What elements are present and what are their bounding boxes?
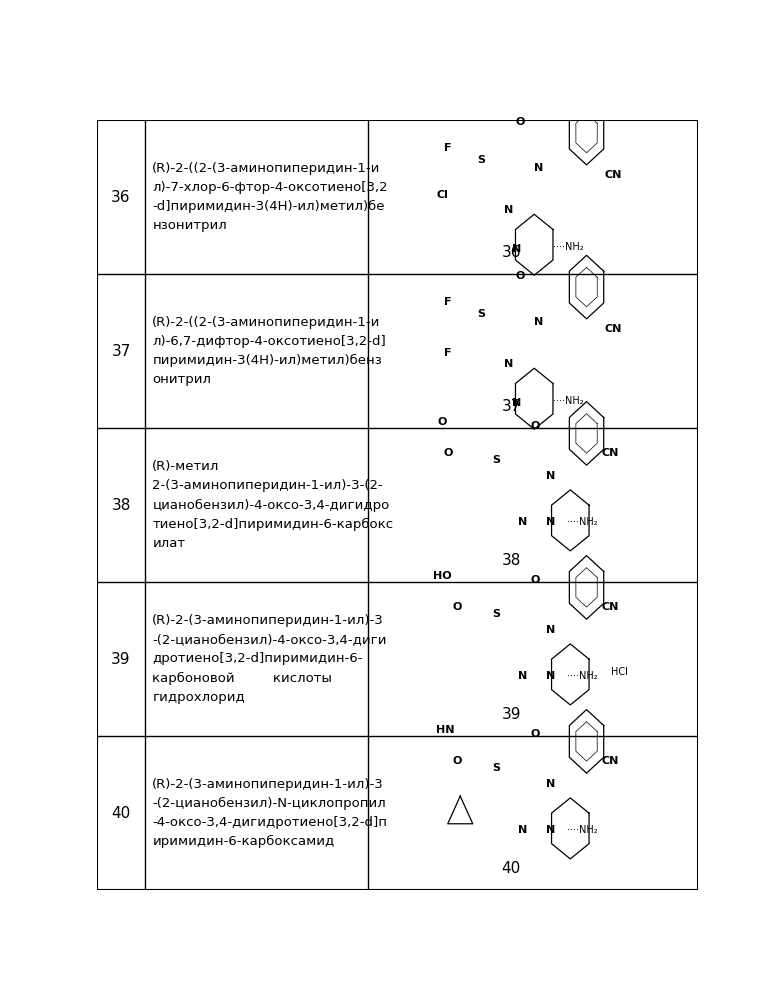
Text: ····NH₂: ····NH₂ xyxy=(553,396,584,406)
Text: 38: 38 xyxy=(112,497,130,512)
Text: S: S xyxy=(492,609,501,619)
Text: N: N xyxy=(546,471,555,481)
Text: CN: CN xyxy=(605,324,622,334)
Text: CN: CN xyxy=(602,448,619,458)
Text: N: N xyxy=(511,244,521,254)
Text: O: O xyxy=(531,421,540,431)
Text: N: N xyxy=(511,398,521,408)
Text: O: O xyxy=(531,575,540,585)
Text: N: N xyxy=(534,317,543,327)
Text: ····NH₂: ····NH₂ xyxy=(567,825,598,835)
Text: ····NH₂: ····NH₂ xyxy=(567,517,598,527)
Text: HO: HO xyxy=(433,571,452,581)
Text: 37: 37 xyxy=(501,399,521,414)
Text: 38: 38 xyxy=(501,553,521,568)
Text: N: N xyxy=(546,825,555,835)
Text: (R)-2-(3-аминопиперидин-1-ил)-3
-(2-цианобензил)-4-оксо-3,4-диги
дротиено[3,2-d]: (R)-2-(3-аминопиперидин-1-ил)-3 -(2-циан… xyxy=(152,614,386,704)
Text: 39: 39 xyxy=(501,707,521,722)
Text: O: O xyxy=(531,729,540,739)
Text: 39: 39 xyxy=(111,652,131,667)
Text: 36: 36 xyxy=(111,190,131,205)
Text: F: F xyxy=(445,348,452,358)
Text: CN: CN xyxy=(602,756,619,766)
Text: 36: 36 xyxy=(501,245,521,260)
Text: S: S xyxy=(477,309,485,319)
Text: (R)-2-((2-(3-аминопиперидин-1-и
л)-7-хлор-6-фтор-4-оксотиено[3,2
-d]пиримидин-3(: (R)-2-((2-(3-аминопиперидин-1-и л)-7-хло… xyxy=(152,162,388,232)
Text: N: N xyxy=(546,625,555,635)
Text: O: O xyxy=(452,756,462,766)
Text: (R)-метил
2-(3-аминопиперидин-1-ил)-3-(2-
цианобензил)-4-оксо-3,4-дигидро
тиено[: (R)-метил 2-(3-аминопиперидин-1-ил)-3-(2… xyxy=(152,460,393,550)
Text: N: N xyxy=(534,163,543,173)
Text: 40: 40 xyxy=(502,861,521,876)
Text: ····NH₂: ····NH₂ xyxy=(553,242,584,252)
Text: Cl: Cl xyxy=(436,190,449,200)
Text: F: F xyxy=(445,143,452,153)
Text: N: N xyxy=(504,205,513,215)
Text: S: S xyxy=(492,455,501,465)
Text: S: S xyxy=(492,763,501,773)
Text: (R)-2-((2-(3-аминопиперидин-1-и
л)-6,7-дифтор-4-оксотиено[3,2-d]
пиримидин-3(4H): (R)-2-((2-(3-аминопиперидин-1-и л)-6,7-д… xyxy=(152,316,386,386)
Text: 40: 40 xyxy=(112,806,130,820)
Text: N: N xyxy=(546,779,555,789)
Text: N: N xyxy=(504,359,513,369)
Text: O: O xyxy=(438,417,447,427)
Text: N: N xyxy=(546,671,555,681)
Text: F: F xyxy=(445,297,452,307)
Text: S: S xyxy=(477,155,485,165)
Text: O: O xyxy=(444,448,453,458)
Text: HCl: HCl xyxy=(611,667,628,677)
Text: CN: CN xyxy=(605,170,622,180)
Text: HN: HN xyxy=(436,725,455,735)
Text: 37: 37 xyxy=(112,344,130,359)
Text: N: N xyxy=(518,517,527,527)
Text: ····NH₂: ····NH₂ xyxy=(567,671,598,681)
Text: (R)-2-(3-аминопиперидин-1-ил)-3
-(2-цианобензил)-N-циклопропил
-4-оксо-3,4-дигид: (R)-2-(3-аминопиперидин-1-ил)-3 -(2-циан… xyxy=(152,778,387,848)
Text: O: O xyxy=(516,271,525,281)
Text: N: N xyxy=(518,671,527,681)
Text: O: O xyxy=(516,117,525,127)
Text: N: N xyxy=(546,517,555,527)
Text: O: O xyxy=(452,602,462,612)
Text: CN: CN xyxy=(602,602,619,612)
Text: N: N xyxy=(518,825,527,835)
